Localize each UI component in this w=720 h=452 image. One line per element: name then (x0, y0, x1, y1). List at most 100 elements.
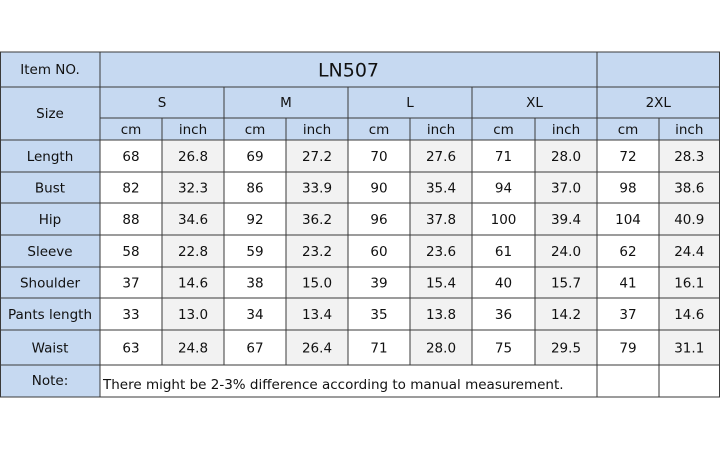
cell-value: 16.1 (674, 276, 704, 292)
cell-value: 40.9 (674, 212, 704, 228)
row-label: Sleeve (27, 244, 72, 260)
cell-value: 40 (495, 276, 512, 292)
cell-value: 100 (491, 212, 517, 228)
cell-value: 26.4 (302, 341, 332, 357)
cell-value: 24.8 (178, 341, 208, 357)
cell-value: 23.6 (426, 244, 456, 260)
unit-label: cm (493, 122, 514, 138)
cell-value: 68 (122, 149, 139, 165)
unit-label: cm (618, 122, 639, 138)
data-cell (596, 171, 660, 204)
cell-value: 35.4 (426, 181, 456, 197)
cell-value: 37.0 (551, 181, 581, 197)
note-text: There might be 2-3% difference according… (102, 377, 564, 393)
row-header (0, 364, 101, 398)
cell-value: 13.8 (426, 307, 456, 323)
data-cell (223, 171, 287, 204)
cell-value: 69 (246, 149, 263, 165)
cell-value: 88 (122, 212, 139, 228)
cell-value: 15.0 (302, 276, 332, 292)
unit-label: inch (303, 122, 331, 138)
data-cell (223, 234, 287, 268)
data-cell (658, 234, 720, 268)
cell-value: 31.1 (674, 341, 704, 357)
size-name: 2XL (646, 95, 672, 111)
data-cell (285, 202, 349, 236)
unit-label: inch (552, 122, 580, 138)
row-label: Shoulder (20, 276, 81, 292)
unit-label: inch (179, 122, 207, 138)
cell-value: 58 (122, 244, 139, 260)
data-cell (161, 329, 225, 366)
data-cell (596, 329, 660, 366)
data-cell (409, 266, 473, 299)
header-cell (0, 51, 101, 88)
cell-value: 23.2 (302, 244, 332, 260)
row-label: Length (27, 149, 74, 165)
data-cell (285, 139, 349, 173)
data-cell (409, 234, 473, 268)
data-cell (471, 329, 536, 366)
data-cell (658, 202, 720, 236)
cell-value: 24.0 (551, 244, 581, 260)
cell-value: 13.0 (178, 307, 208, 323)
note-cell (658, 364, 720, 398)
cell-value: 38 (246, 276, 263, 292)
row-header (0, 202, 101, 236)
data-cell (596, 297, 660, 331)
cell-value: 24.4 (674, 244, 704, 260)
cell-value: 72 (619, 149, 636, 165)
cell-value: 14.6 (178, 276, 208, 292)
row-label: Waist (32, 341, 69, 357)
cell-value: 15.7 (551, 276, 581, 292)
cell-value: 98 (619, 181, 636, 197)
cell-value: 14.2 (551, 307, 581, 323)
cell-value: 86 (246, 181, 263, 197)
header-cell (99, 51, 598, 88)
note-label: Note: (32, 373, 69, 389)
cell-value: 34.6 (178, 212, 208, 228)
data-cell (347, 297, 411, 331)
size-name: XL (526, 95, 543, 111)
cell-value: 79 (619, 341, 636, 357)
unit-label: cm (245, 122, 266, 138)
cell-value: 90 (370, 181, 387, 197)
data-cell (596, 139, 660, 173)
data-cell (471, 202, 536, 236)
data-cell (534, 202, 598, 236)
cell-value: 62 (619, 244, 636, 260)
cell-value: 27.2 (302, 149, 332, 165)
data-cell (223, 329, 287, 366)
cell-value: 38.6 (674, 181, 704, 197)
row-header (0, 266, 101, 299)
row-label: Bust (35, 181, 65, 197)
header-cell (596, 86, 720, 119)
cell-value: 39 (370, 276, 387, 292)
cell-value: 33.9 (302, 181, 332, 197)
data-cell (534, 171, 598, 204)
row-label: Pants length (8, 307, 92, 323)
item-label: Item NO. (20, 62, 80, 78)
data-cell (347, 234, 411, 268)
data-cell (658, 329, 720, 366)
cell-value: 36 (495, 307, 512, 323)
unit-label: cm (121, 122, 142, 138)
cell-value: 67 (246, 341, 263, 357)
cell-value: 96 (370, 212, 387, 228)
cell-value: 37.8 (426, 212, 456, 228)
cell-value: 27.6 (426, 149, 456, 165)
cell-value: 71 (495, 149, 512, 165)
row-label: Hip (39, 212, 61, 228)
cell-value: 15.4 (426, 276, 456, 292)
data-cell (534, 266, 598, 299)
data-cell (658, 266, 720, 299)
cell-value: 82 (122, 181, 139, 197)
size-label: Size (36, 106, 64, 122)
data-cell (161, 171, 225, 204)
data-cell (285, 329, 349, 366)
size-name: S (158, 95, 167, 111)
cell-value: 92 (246, 212, 263, 228)
cell-value: 39.4 (551, 212, 581, 228)
